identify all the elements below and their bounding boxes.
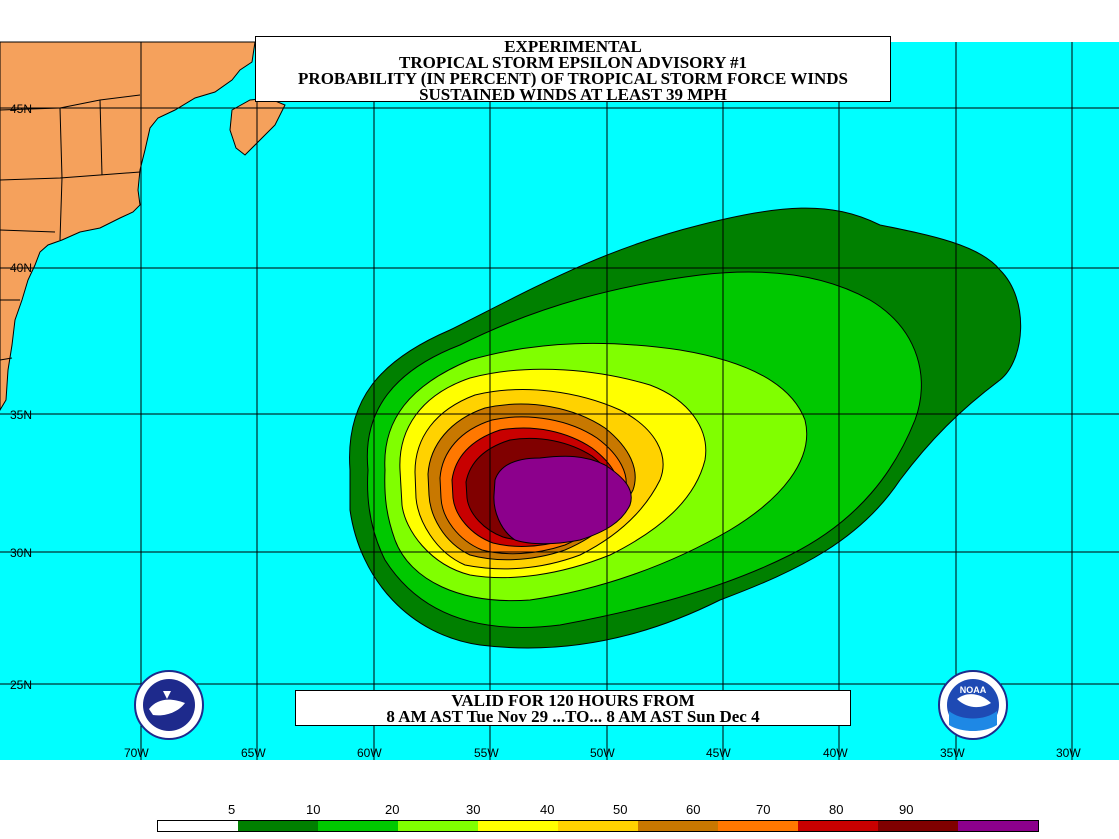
title-line-1: EXPERIMENTAL <box>504 37 642 56</box>
lat-lon-grid <box>0 42 1119 760</box>
legend-swatch <box>238 821 318 831</box>
legend-number: 50 <box>613 802 628 817</box>
lat-label-25n: 25N <box>10 678 33 692</box>
legend-swatch <box>318 821 398 831</box>
valid-line-1: VALID FOR 120 HOURS FROM <box>451 691 695 710</box>
legend-swatch <box>478 821 558 831</box>
lon-label-60w: 60W <box>357 746 382 760</box>
nws-logo <box>134 670 204 740</box>
lat-label-30n: 30N <box>10 546 33 560</box>
legend-number: 30 <box>466 802 481 817</box>
legend-bar <box>157 820 1039 832</box>
legend-swatch <box>558 821 638 831</box>
legend-number: 80 <box>829 802 844 817</box>
lon-label-55w: 55W <box>474 746 499 760</box>
legend-swatch <box>398 821 478 831</box>
state-borders <box>0 94 141 361</box>
title-line-2: TROPICAL STORM EPSILON ADVISORY #1 <box>399 53 747 72</box>
legend-number: 5 <box>228 802 236 817</box>
legend-number: 90 <box>899 802 914 817</box>
lon-label-65w: 65W <box>241 746 266 760</box>
legend-swatch <box>878 821 958 831</box>
probability-map <box>0 41 1119 760</box>
legend-swatch <box>718 821 798 831</box>
lon-label-50w: 50W <box>590 746 615 760</box>
legend-number: 60 <box>686 802 701 817</box>
contour-90 <box>493 455 632 545</box>
legend-number: 20 <box>385 802 400 817</box>
title-line-4: SUSTAINED WINDS AT LEAST 39 MPH <box>419 85 727 104</box>
lon-label-40w: 40W <box>823 746 848 760</box>
lon-label-70w: 70W <box>124 746 149 760</box>
lat-label-40n: 40N <box>10 261 33 275</box>
lat-label-35n: 35N <box>10 408 33 422</box>
legend-swatch <box>958 821 1038 831</box>
lon-label-35w: 35W <box>940 746 965 760</box>
lon-label-30w: 30W <box>1056 746 1081 760</box>
legend-number: 40 <box>540 802 555 817</box>
lat-label-45n: 45N <box>10 102 33 116</box>
title-box: EXPERIMENTAL TROPICAL STORM EPSILON ADVI… <box>255 36 891 104</box>
legend-number: 10 <box>306 802 321 817</box>
svg-text:NOAA: NOAA <box>960 685 987 695</box>
title-line-3: PROBABILITY (IN PERCENT) OF TROPICAL STO… <box>298 69 848 88</box>
legend-swatch <box>158 821 238 831</box>
noaa-logo: NOAA <box>938 670 1008 740</box>
legend-swatch <box>638 821 718 831</box>
land-north-america <box>0 41 256 411</box>
legend-number: 70 <box>756 802 771 817</box>
valid-line-2: 8 AM AST Tue Nov 29 ...TO... 8 AM AST Su… <box>386 707 760 726</box>
lon-label-45w: 45W <box>706 746 731 760</box>
legend-swatch <box>798 821 878 831</box>
valid-period-box: VALID FOR 120 HOURS FROM 8 AM AST Tue No… <box>295 690 851 726</box>
